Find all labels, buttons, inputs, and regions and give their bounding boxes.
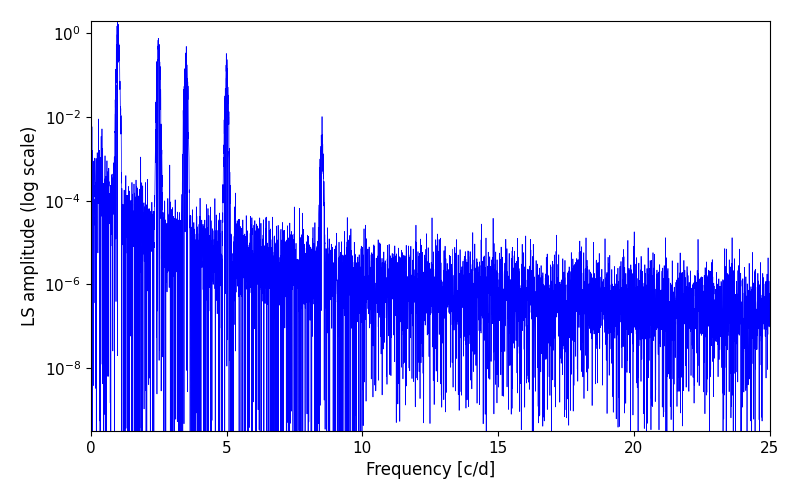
Y-axis label: LS amplitude (log scale): LS amplitude (log scale) bbox=[21, 126, 39, 326]
X-axis label: Frequency [c/d]: Frequency [c/d] bbox=[366, 461, 494, 479]
